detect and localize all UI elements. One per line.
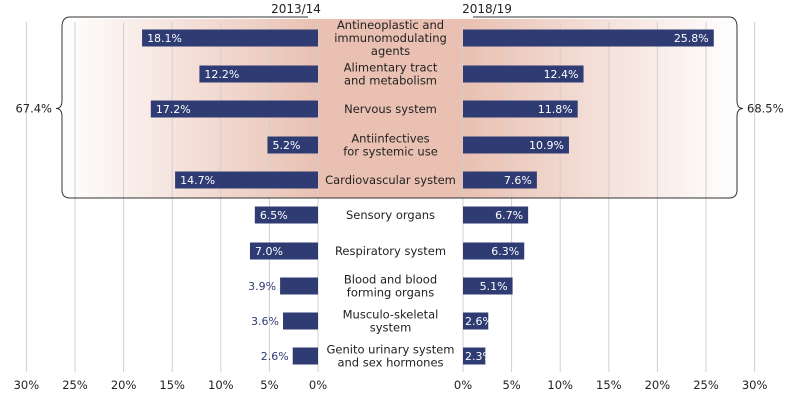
bar-2018-19 [463,29,714,47]
axis-ticks: 30% 25% 20% 15% 10% 5% 0% 0% 5% 10% 15% 20% 25% 30% [14,378,768,392]
x-tick-right: 10% [547,378,573,392]
data-label: 6.3% [491,245,519,258]
data-label: 3.6% [251,315,279,328]
data-label: 18.1% [147,32,182,45]
category-label: Genito urinary system [327,343,455,357]
category-label: and metabolism [344,74,437,88]
category-label: Musculo-skeletal [343,308,439,322]
series-label-2013-14: 2013/14 [271,2,321,16]
category-label: Antiinfectives [351,132,429,146]
bar-2013-14 [267,136,318,154]
data-label: 12.2% [204,68,239,81]
bar-2013-14 [199,65,318,83]
total-left: 67.4% [15,102,52,116]
data-label: 6.5% [260,209,288,222]
data-label: 2.6% [261,350,289,363]
category-label: system [370,321,412,335]
category-label: and sex hormones [337,356,443,370]
data-label: 10.9% [529,139,564,152]
bar-2018-19 [463,100,578,118]
x-tick-left: 25% [62,378,88,392]
data-label: 3.9% [248,280,276,293]
bracket-left [55,16,318,199]
bar-2013-14 [280,277,318,295]
data-label: 5.2% [272,139,300,152]
series-label-2018-19: 2018/19 [462,2,512,16]
x-tick-left: 10% [208,378,234,392]
data-label: 2.3% [465,350,493,363]
bar-2013-14 [175,171,318,189]
bar-2018-19 [463,65,584,83]
category-label: Nervous system [344,102,437,116]
x-tick-right: 20% [645,378,671,392]
category-label: Antineoplastic and [337,18,444,32]
x-tick-left: 30% [14,378,40,392]
x-tick-left: 5% [260,378,278,392]
category-label: Cardiovascular system [325,173,456,187]
category-label: Blood and blood [344,273,437,287]
band-center [318,19,463,198]
category-label: Sensory organs [346,208,435,222]
bar-2013-14 [249,242,318,260]
bar-2018-19 [463,136,569,154]
data-label: 6.7% [495,209,523,222]
center-white [318,198,463,372]
data-label: 14.7% [180,174,215,187]
data-label: 7.6% [504,174,532,187]
bar-2018-19 [463,242,525,260]
bar-2018-19 [463,312,489,330]
bracket-right [463,16,744,199]
bar-2013-14 [142,29,318,47]
category-label: immunomodulating [334,31,447,45]
bracket: 67.4% 68.5% [15,16,784,199]
data-label: 17.2% [156,103,191,116]
x-tick-left: 0% [309,378,327,392]
data-label: 2.6% [465,315,493,328]
bar-2018-19 [463,277,513,295]
x-tick-right: 5% [502,378,520,392]
data-label: 7.0% [255,245,283,258]
x-tick-left: 15% [159,378,185,392]
category-labels: Antineoplastic andimmunomodulatingagents… [325,18,456,370]
bar-2013-14 [292,347,318,365]
total-right: 68.5% [747,102,784,116]
x-tick-right: 15% [596,378,622,392]
data-label: 5.1% [480,280,508,293]
bar-2018-19 [463,206,529,224]
category-label: agents [371,44,410,58]
x-tick-right: 30% [742,378,768,392]
bar-2018-19 [463,347,486,365]
category-label: Alimentary tract [344,61,438,75]
x-tick-right: 25% [693,378,719,392]
category-label: Respiratory system [335,244,446,258]
x-tick-left: 20% [111,378,137,392]
x-tick-right: 0% [454,378,472,392]
data-label: 12.4% [544,68,579,81]
category-label: forming organs [347,286,434,300]
data-label: 25.8% [674,32,709,45]
bar-2013-14 [150,100,318,118]
bar-2013-14 [283,312,318,330]
bar-2013-14 [254,206,318,224]
category-label: for systemic use [343,145,438,159]
bars: 18.1% 12.2% 17.2% 5.2% 14.7% 6.5% 7.0% 3.9% 3.6%… [142,29,714,365]
highlight-band [62,19,737,372]
bar-2018-19 [463,171,537,189]
data-label: 11.8% [538,103,573,116]
